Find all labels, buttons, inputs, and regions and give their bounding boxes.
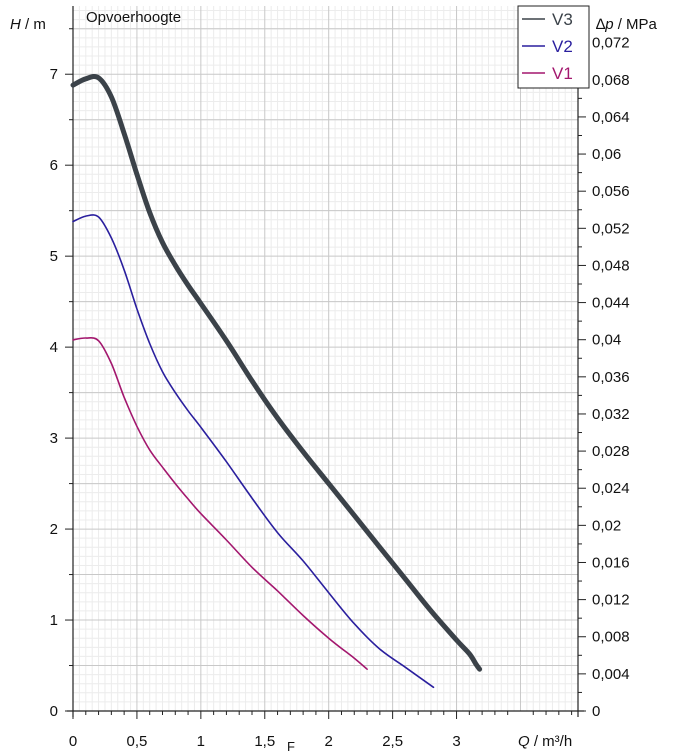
right-tick-label: 0,016 [592, 554, 630, 571]
curve-v1 [72, 337, 368, 670]
legend-label-v2: V2 [552, 37, 573, 56]
right-tick-label: 0,008 [592, 629, 630, 646]
y-left-axis-label: H / m [10, 16, 46, 33]
left-tick-label: 4 [50, 339, 58, 356]
y-right-axis-label: ∆p / MPa [596, 16, 658, 33]
x-tick-label: 0,5 [126, 733, 147, 750]
right-tick-label: 0,052 [592, 220, 630, 237]
legend-label-v1: V1 [552, 64, 573, 83]
right-tick-label: 0,072 [592, 35, 630, 52]
right-tick-label: 0,036 [592, 369, 630, 386]
left-tick-label: 6 [50, 157, 58, 174]
chart-title: Opvoerhoogte [86, 9, 181, 26]
curve-v2 [72, 214, 435, 689]
footnote-marker: F [287, 739, 295, 754]
right-tick-label: 0,028 [592, 443, 630, 460]
right-tick-label: 0,048 [592, 257, 630, 274]
x-tick-label: 0 [69, 733, 77, 750]
legend-label-v3: V3 [552, 10, 573, 29]
right-tick-label: 0,004 [592, 666, 630, 683]
legend: V3 V2 V1 [517, 5, 590, 89]
curves [70, 74, 483, 689]
left-tick-label: 2 [50, 521, 58, 538]
major-grid [73, 6, 578, 711]
x-tick-label: 2 [325, 733, 333, 750]
left-tick-label: 1 [50, 612, 58, 629]
x-tick-label: 3 [452, 733, 460, 750]
left-tick-label: 5 [50, 248, 58, 265]
right-tick-label: 0,012 [592, 592, 630, 609]
right-tick-label: 0,06 [592, 146, 621, 163]
left-tick-label: 7 [50, 66, 58, 83]
minor-grid [73, 6, 578, 711]
right-tick-label: 0,04 [592, 332, 621, 349]
right-axis: 0 0,004 0,008 0,012 0,016 0,02 0,024 0,028 0,032… [578, 23, 630, 720]
plot-frame [67, 6, 584, 717]
right-tick-label: 0,064 [592, 109, 630, 126]
x-tick-label: 2,5 [382, 733, 403, 750]
right-tick-label: 0,024 [592, 480, 630, 497]
x-axis-label: Q / m³/h [518, 733, 572, 750]
right-tick-label: 0,032 [592, 406, 630, 423]
x-axis: 0 0,5 1 1,5 2 2,5 3 [69, 711, 573, 750]
curve-v3 [70, 74, 483, 672]
right-tick-label: 0,068 [592, 72, 630, 89]
right-tick-label: 0,02 [592, 517, 621, 534]
left-tick-label: 0 [50, 703, 58, 720]
left-axis: 0 1 2 3 4 5 6 7 [50, 28, 73, 720]
left-tick-label: 3 [50, 430, 58, 447]
right-tick-label: 0 [592, 703, 600, 720]
right-tick-label: 0,044 [592, 295, 630, 312]
right-tick-label: 0,056 [592, 183, 630, 200]
x-tick-label: 1 [197, 733, 205, 750]
x-tick-label: 1,5 [254, 733, 275, 750]
